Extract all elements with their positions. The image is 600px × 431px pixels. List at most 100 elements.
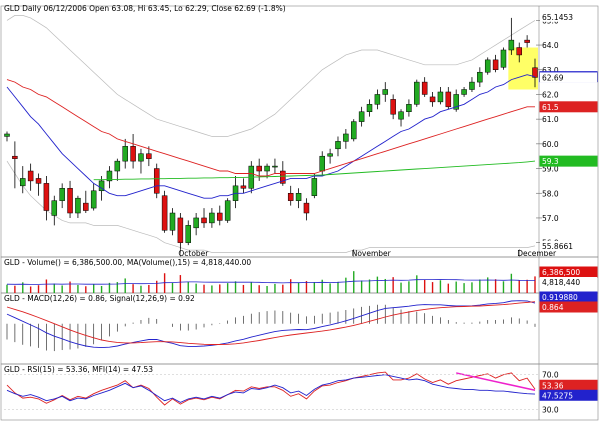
lines-layer bbox=[6, 74, 536, 406]
candle bbox=[390, 94, 396, 120]
candle bbox=[335, 136, 341, 157]
price-value-tag: 55.8661 bbox=[542, 242, 573, 251]
candle-body-down bbox=[201, 217, 207, 224]
candle-body-down bbox=[12, 155, 18, 159]
candle bbox=[374, 89, 381, 110]
candle bbox=[90, 183, 97, 211]
candle bbox=[453, 89, 459, 112]
price-tick-label: 62.0 bbox=[542, 90, 559, 99]
candle-body-up bbox=[98, 180, 105, 192]
price-value-tag: 61.5 bbox=[542, 103, 559, 112]
candle bbox=[406, 99, 412, 117]
price-value-tag-bg bbox=[539, 155, 598, 167]
candle-body-up bbox=[319, 155, 325, 172]
candle bbox=[477, 67, 483, 88]
candle-body-down bbox=[524, 39, 530, 43]
candle bbox=[67, 180, 73, 218]
candle bbox=[161, 190, 168, 233]
candle bbox=[350, 119, 357, 142]
candle bbox=[240, 178, 247, 194]
candle-body-down bbox=[35, 178, 42, 184]
candle bbox=[12, 141, 18, 189]
series-line-ma_slow bbox=[93, 160, 536, 181]
candle bbox=[106, 166, 113, 189]
rsi-label: GLD - RSI(15) = 53.36, MFI(14) = 47.53 bbox=[4, 365, 153, 374]
candle bbox=[114, 158, 121, 181]
candle-body-up bbox=[193, 217, 199, 229]
candle bbox=[311, 173, 318, 199]
candle-body-up bbox=[350, 121, 357, 140]
rsi-tick-label: 70.0 bbox=[542, 371, 559, 380]
rsi-value-tag: 47.5275 bbox=[542, 391, 573, 400]
candle-body-up bbox=[51, 200, 58, 216]
tags-layer: 65.145362.719862.6961.559.355.86616,386,… bbox=[539, 11, 598, 401]
candle-body-up bbox=[437, 91, 444, 103]
candle bbox=[421, 77, 428, 97]
candle-body-up bbox=[453, 94, 459, 110]
band-layer bbox=[6, 15, 536, 253]
panel-frames bbox=[0, 5, 599, 421]
candle-body-up bbox=[90, 190, 97, 209]
candle-body-down bbox=[532, 67, 538, 78]
x-tick-label: December bbox=[517, 249, 557, 258]
volume-label: GLD - Volume() = 6,386,500.00, MA(Volume… bbox=[4, 258, 251, 267]
price-header: GLD Daily 06/12/2006 Open 63.08, Hi 63.4… bbox=[4, 4, 286, 13]
rsi-value-tag: 53.36 bbox=[542, 381, 564, 390]
candle-body-up bbox=[114, 160, 121, 172]
candle bbox=[532, 58, 538, 88]
candle bbox=[508, 17, 515, 55]
price-tick-label: 60.0 bbox=[542, 140, 559, 149]
candle-body-down bbox=[217, 212, 223, 221]
series-line-ma_fast bbox=[6, 74, 536, 199]
x-tick-label: November bbox=[352, 249, 392, 258]
candle bbox=[146, 146, 152, 167]
series-line-ma_mid bbox=[6, 79, 535, 177]
candle bbox=[484, 57, 491, 75]
candle-body-up bbox=[4, 133, 10, 137]
candle bbox=[138, 148, 144, 174]
candle bbox=[83, 190, 89, 214]
candle bbox=[20, 166, 26, 194]
candle-body-up bbox=[508, 39, 515, 51]
candle bbox=[224, 198, 231, 223]
series-line-band bbox=[6, 160, 536, 253]
candle bbox=[437, 87, 444, 105]
price-tick-label: 58.0 bbox=[542, 189, 559, 198]
candle-body-up bbox=[295, 193, 302, 201]
candle bbox=[35, 173, 42, 196]
panel-frame-price bbox=[0, 5, 599, 258]
volume-ma-line bbox=[6, 279, 536, 285]
candle bbox=[59, 183, 65, 209]
candle bbox=[303, 198, 310, 221]
candle-body-down bbox=[303, 202, 310, 214]
candle-body-down bbox=[177, 217, 184, 243]
candle-body-up bbox=[264, 165, 270, 172]
rsi-trendline bbox=[456, 372, 536, 391]
candle-body-down bbox=[421, 81, 428, 95]
candle bbox=[414, 79, 420, 107]
candle bbox=[51, 195, 58, 226]
candle-body-down bbox=[280, 170, 286, 184]
macd-value-tag-bg bbox=[539, 301, 598, 313]
candle bbox=[75, 195, 81, 218]
candle bbox=[43, 175, 50, 221]
price-value-tag-bg bbox=[540, 72, 597, 83]
candle-body-down bbox=[161, 195, 168, 231]
volume-value-tag-bg bbox=[540, 277, 597, 287]
rsi-tick-label: 30.0 bbox=[542, 405, 559, 414]
candle-body-up bbox=[106, 170, 113, 182]
candle-body-down bbox=[83, 202, 89, 211]
candle bbox=[177, 213, 184, 253]
candle bbox=[153, 163, 160, 199]
candle-body-down bbox=[153, 168, 160, 194]
candle bbox=[27, 163, 34, 191]
candle bbox=[461, 87, 467, 97]
candle-body-up bbox=[59, 188, 65, 201]
volume-value-tag: 4,818,440 bbox=[542, 278, 580, 287]
candle-body-up bbox=[500, 49, 507, 68]
price-value-tag: 62.69 bbox=[542, 73, 564, 82]
candle-body-down bbox=[492, 59, 499, 70]
price-tick-label: 63.0 bbox=[542, 66, 559, 75]
candle bbox=[319, 151, 325, 176]
